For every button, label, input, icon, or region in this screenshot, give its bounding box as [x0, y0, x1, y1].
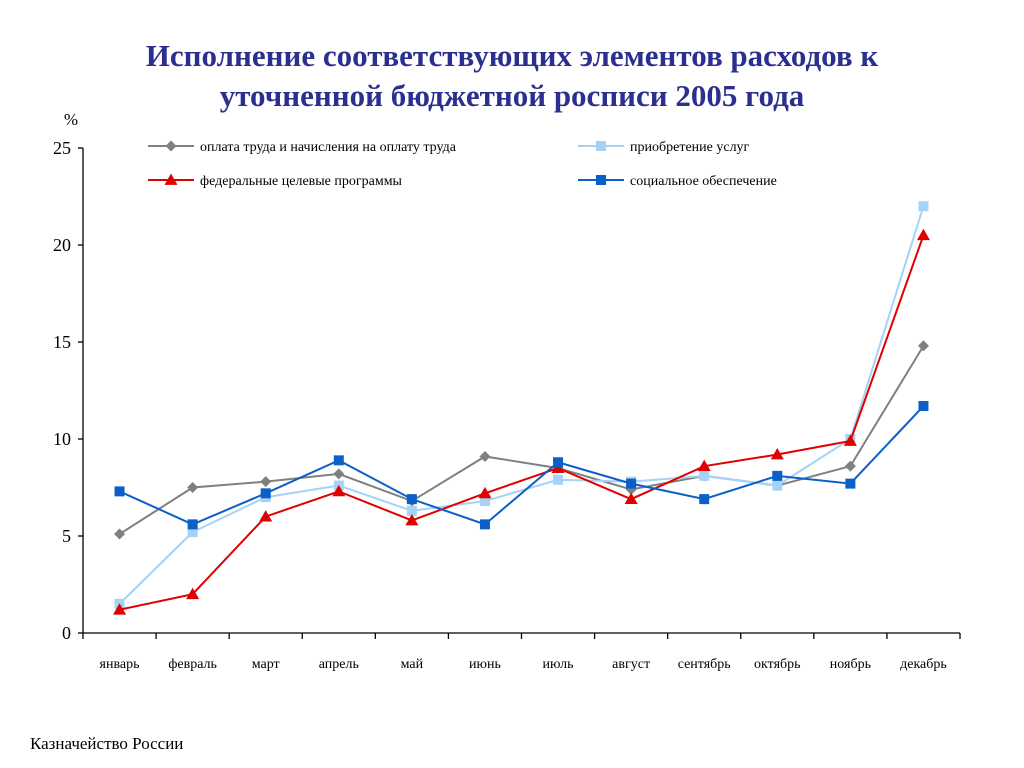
chart-title-line-2: уточненной бюджетной росписи 2005 года — [219, 78, 805, 113]
data-point — [553, 474, 564, 485]
data-point — [699, 494, 710, 505]
y-tick-label: 10 — [53, 429, 71, 449]
data-point — [770, 448, 784, 460]
data-point — [918, 201, 929, 212]
legend-label: социальное обеспечение — [630, 174, 777, 189]
x-tick-label: декабрь — [900, 657, 947, 672]
x-tick-label: октябрь — [754, 657, 801, 672]
legend-swatch-marker — [165, 140, 177, 152]
y-tick-label: 0 — [62, 623, 71, 643]
series-line — [119, 345, 925, 535]
footer-source: Казначейство России — [30, 734, 184, 753]
data-point — [405, 513, 419, 526]
data-point — [406, 494, 417, 505]
series-line — [119, 405, 925, 526]
legend-swatch-marker — [596, 175, 606, 185]
data-point — [187, 482, 199, 493]
legend-label: оплата труда и начисления на оплату труд… — [200, 140, 457, 155]
data-point — [333, 455, 344, 466]
data-point — [333, 468, 345, 480]
data-point — [406, 505, 417, 516]
x-tick-label: ноябрь — [830, 657, 871, 672]
y-tick-label: 15 — [53, 332, 71, 352]
data-point — [332, 484, 346, 497]
data-point — [843, 434, 857, 446]
chart-series — [113, 201, 930, 615]
legend-item-1: оплата труда и начисления на оплату труд… — [148, 140, 457, 155]
series-1 — [114, 340, 929, 540]
x-tick-label: июнь — [469, 657, 501, 672]
chart-title-line-1: Исполнение соответствующих элементов рас… — [145, 38, 879, 73]
data-point — [918, 401, 929, 412]
data-point — [624, 492, 638, 505]
data-point — [260, 476, 272, 488]
series-line — [119, 234, 925, 611]
legend-item-4: социальное обеспечение — [578, 174, 777, 189]
data-point — [186, 587, 200, 600]
data-point — [553, 457, 564, 468]
series-4 — [114, 401, 929, 530]
chart-axes: 0 5 10 15 20 25% январь февраль март апрель май июн… — [53, 110, 961, 672]
data-point — [697, 459, 711, 472]
x-tick-label: август — [612, 657, 650, 672]
data-point — [479, 519, 490, 530]
data-point — [626, 478, 637, 489]
x-tick-label: февраль — [168, 657, 217, 672]
legend-swatch-marker — [596, 141, 606, 151]
data-point — [478, 486, 492, 499]
data-point — [551, 461, 565, 473]
series-3 — [113, 228, 930, 615]
data-point — [187, 519, 198, 530]
data-point — [259, 510, 273, 522]
data-point — [844, 460, 856, 472]
x-tick-label: март — [252, 657, 280, 672]
y-tick-label: 25 — [53, 138, 71, 158]
data-point — [114, 486, 125, 497]
data-point — [699, 470, 710, 481]
x-tick-label: май — [401, 657, 424, 672]
data-point — [916, 228, 930, 241]
data-point — [113, 603, 127, 615]
legend-swatch-marker — [164, 173, 178, 185]
legend-label: приобретение услуг — [630, 140, 750, 155]
x-tick-label: январь — [100, 657, 140, 672]
data-point — [845, 478, 856, 489]
x-tick-label: июль — [543, 657, 574, 672]
legend-item-2: приобретение услуг — [578, 140, 750, 155]
y-tick-label: 5 — [62, 526, 71, 546]
x-tick-label: сентябрь — [678, 657, 731, 672]
legend-item-3: федеральные целевые программы — [148, 173, 403, 189]
data-point — [917, 340, 929, 352]
y-tick-label: 20 — [53, 235, 71, 255]
chart-legend: оплата труда и начисления на оплату труд… — [148, 140, 777, 189]
chart-title: Исполнение соответствующих элементов рас… — [0, 36, 1024, 116]
legend-label: федеральные целевые программы — [200, 174, 403, 189]
data-point — [187, 527, 198, 538]
data-point — [479, 450, 491, 462]
y-axis-unit-label: % — [64, 110, 78, 129]
data-point — [772, 480, 783, 491]
data-point — [260, 488, 271, 499]
data-point — [479, 496, 490, 507]
data-point — [772, 470, 783, 481]
data-point — [114, 528, 126, 540]
x-tick-label: апрель — [319, 657, 359, 672]
